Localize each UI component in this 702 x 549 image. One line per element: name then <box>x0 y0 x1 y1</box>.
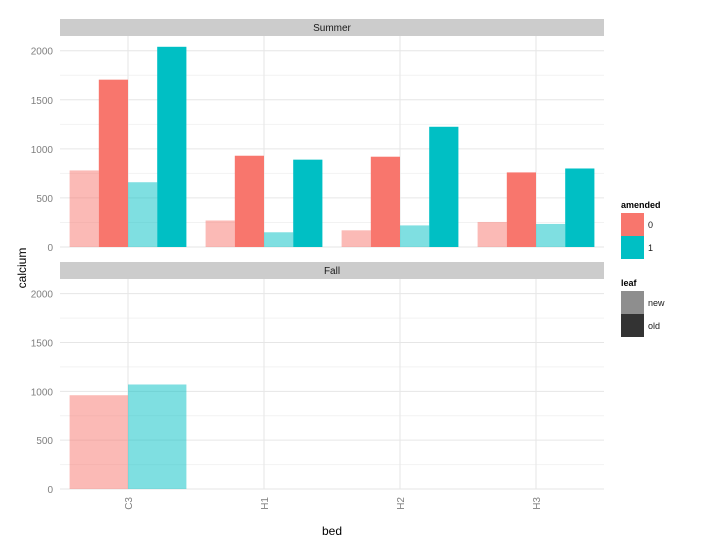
bar-summer-H2-amended1-old <box>429 126 459 247</box>
bar-summer-H3-amended1-old <box>565 168 595 247</box>
y-tick-label: 500 <box>36 194 53 205</box>
legend-key-amended-1 <box>621 236 644 259</box>
facet-strip <box>60 19 604 36</box>
bar-fall-C3-amended0-new <box>69 395 128 489</box>
legend-label-amended: 0 <box>648 220 653 230</box>
y-tick-label: 1000 <box>31 387 54 398</box>
bar-summer-C3-amended1-new <box>128 182 158 247</box>
legend-title-amended: amended <box>621 200 661 210</box>
y-tick-label: 1500 <box>31 96 54 107</box>
bar-summer-C3-amended1-old <box>157 46 187 247</box>
bar-summer-C3-amended0-new <box>69 170 99 247</box>
bar-summer-H1-amended0-old <box>234 155 264 247</box>
legend-key-amended-0 <box>621 213 644 236</box>
legend-title-leaf: leaf <box>621 278 638 288</box>
x-axis: C3 H1 H2 H3 <box>124 497 543 510</box>
bar-summer-H2-amended1-new <box>400 225 430 247</box>
y-tick-label: 2000 <box>31 290 54 301</box>
bar-summer-H3-amended1-new <box>536 223 566 247</box>
panels: Summer 0 500 1000 1500 2000 Fall 0 500 1000 1500 20… <box>31 19 604 496</box>
bar-summer-H1-amended1-new <box>264 232 294 247</box>
y-tick-label: 0 <box>47 485 53 496</box>
x-axis-title: bed <box>322 524 342 538</box>
y-axis-title: calcium <box>15 248 29 289</box>
bar-summer-C3-amended0-old <box>98 79 128 248</box>
legend-key-leaf-old <box>621 314 644 337</box>
facet-strip-label: Fall <box>324 266 340 277</box>
y-tick-label: 1000 <box>31 145 54 156</box>
panel-fall: Fall 0 500 1000 1500 2000 <box>31 262 604 496</box>
bar-summer-H1-amended1-old <box>293 159 323 247</box>
panel-summer: Summer 0 500 1000 1500 2000 <box>31 19 604 254</box>
bar-summer-H3-amended0-old <box>506 172 536 247</box>
bar-fall-C3-amended1-new <box>128 384 187 489</box>
facet-strip-label: Summer <box>313 23 351 34</box>
x-tick-label: H1 <box>260 497 271 510</box>
facet-strip <box>60 262 604 279</box>
bar-summer-H2-amended0-old <box>370 156 400 247</box>
bar-summer-H2-amended0-new <box>341 230 371 247</box>
legend-label-leaf: old <box>648 321 660 331</box>
legend-label-leaf: new <box>648 298 665 308</box>
y-tick-label: 2000 <box>31 47 54 58</box>
y-tick-label: 0 <box>47 243 53 254</box>
legend-label-amended: 1 <box>648 243 653 253</box>
x-tick-label: H3 <box>532 497 543 510</box>
y-tick-label: 500 <box>36 436 53 447</box>
x-tick-label: H2 <box>396 497 407 510</box>
x-tick-label: C3 <box>124 497 135 510</box>
legend-key-leaf-new <box>621 291 644 314</box>
y-tick-label: 1500 <box>31 338 54 349</box>
bar-summer-H1-amended0-new <box>205 220 235 247</box>
bar-summer-H3-amended0-new <box>477 221 507 247</box>
